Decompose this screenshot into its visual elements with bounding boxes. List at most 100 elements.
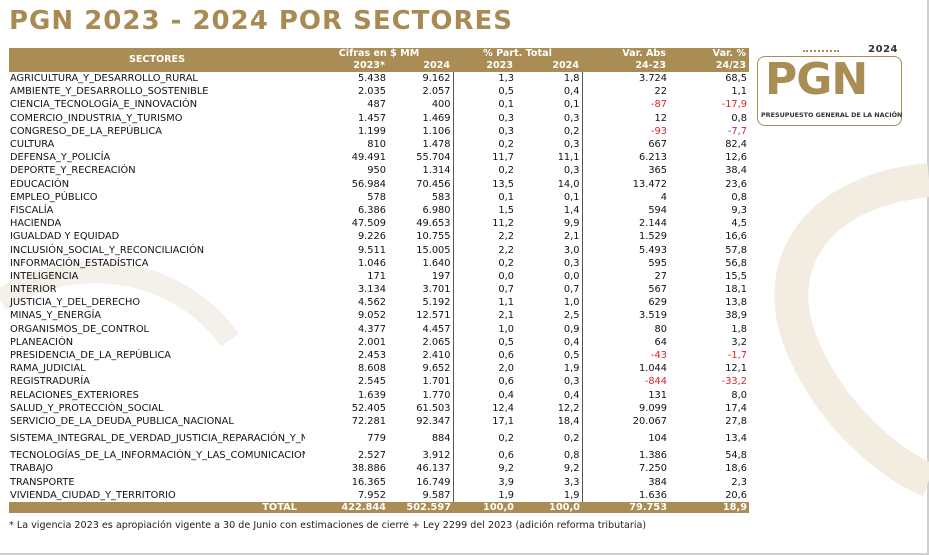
header-part: % Part. Total	[453, 48, 583, 60]
cifra-2024: 10.755	[388, 230, 454, 244]
var-abs: 567	[648, 284, 668, 296]
part-2024: 0,3	[516, 137, 583, 152]
table-row: FISCALÍA 6.386 6.980 1,5 1,4 594 9,3	[9, 203, 749, 218]
cifra-2024: 12.571	[388, 309, 454, 323]
part-2024: 0,1	[516, 98, 583, 112]
var-pct: 9,3	[731, 204, 748, 216]
part-2024: 1,8	[516, 72, 583, 86]
cifra-2023: 5.438	[357, 73, 386, 85]
cifra-2024: 92.347	[388, 414, 454, 429]
part-2024: 14,0	[516, 177, 583, 191]
table-row: TRABAJO 38.886 46.137 9,2 9,2 7.250 18,6	[9, 462, 749, 476]
logo-subtitle: PRESUPUESTO GENERAL DE LA NACIÓN	[761, 111, 903, 119]
cifra-2024: 1.478	[388, 137, 454, 152]
part-2023: 0,2	[498, 139, 515, 151]
table-row: REGISTRADURÍA 2.545 1.701 0,6 0,3 -844 -33,2	[9, 375, 749, 389]
cifra-2023: 56.984	[351, 178, 386, 190]
cifra-2023: 4.377	[357, 323, 386, 335]
cifra-2024: 583	[388, 190, 454, 204]
var-pct: 1,8	[731, 323, 748, 335]
footnote: * La vigencia 2023 es apropiación vigent…	[9, 520, 647, 531]
part-2024: 3,0	[516, 243, 583, 257]
table-row: INTELIGENCIA 171 197 0,0 0,0 27 15,5	[9, 269, 749, 283]
part-2024: 0,9	[516, 322, 583, 336]
table-row: CONGRESO_DE_LA_REPÚBLICA 1.199 1.106 0,3 0,2…	[9, 124, 749, 138]
table-row: EDUCACIÓN 56.984 70.456 13,5 14,0 13.472 23,6	[9, 177, 749, 191]
cifra-2024: 70.456	[388, 177, 454, 191]
sector-name: CIENCIA_TECNOLOGÍA_E_INNOVACIÓN	[10, 99, 198, 111]
header-var-abs: Var. Abs	[582, 48, 670, 60]
header-period-abs: 24-23	[582, 60, 670, 72]
part-2023: 0,2	[498, 257, 515, 269]
sector-name: HACIENDA	[10, 218, 62, 230]
cifra-2024: 55.704	[388, 151, 454, 165]
part-2024: 0,5	[516, 348, 583, 363]
var-pct: 12,1	[725, 363, 748, 375]
sector-name: AGRICULTURA_Y_DESARROLLO_RURAL	[10, 73, 198, 85]
part-2024: 0,7	[516, 283, 583, 297]
var-abs: 27	[654, 270, 668, 282]
var-pct: 13,8	[725, 297, 748, 309]
var-pct: 15,5	[725, 270, 748, 282]
logo-frame	[757, 56, 902, 126]
part-2024: 0,3	[516, 375, 583, 389]
logo-dots	[803, 50, 839, 52]
sector-name: CULTURA	[10, 139, 55, 151]
var-abs: 3.724	[638, 73, 668, 85]
part-2024: 3,3	[516, 475, 583, 489]
part-2023: 0,2	[498, 433, 515, 445]
var-abs: 6.213	[638, 152, 668, 164]
var-abs: 629	[648, 297, 668, 309]
part-2024: 0,3	[516, 111, 583, 125]
var-abs: -844	[644, 376, 668, 388]
sector-name: EMPLEO_PÚBLICO	[10, 191, 98, 203]
cifra-2023: 1.457	[357, 112, 386, 124]
sector-name: SISTEMA_INTEGRAL_DE_VERDAD_JUSTICIA_REPA…	[10, 432, 305, 444]
part-2024: 0,1	[516, 190, 583, 204]
header-sectores: SECTORES	[9, 48, 305, 72]
part-2024: 2,1	[516, 230, 583, 244]
cifra-2024: 1.106	[388, 124, 454, 138]
part-2024: 9,9	[516, 217, 583, 231]
sector-name: SERVICIO_DE_LA_DEUDA_PUBLICA_NACIONAL	[10, 415, 234, 427]
cifra-2023: 9.226	[357, 231, 386, 243]
cifra-2023: 8.608	[357, 363, 386, 375]
part-2023: 11,7	[492, 152, 515, 164]
header-var-pct: Var. %	[669, 48, 750, 60]
part-2023: 3,9	[498, 476, 515, 488]
part-2024: 0,4	[516, 335, 583, 349]
var-abs: -43	[651, 350, 668, 362]
total-2023: 422.844	[305, 501, 388, 513]
var-abs: 3.519	[638, 310, 668, 322]
var-pct: 54,8	[725, 450, 748, 462]
total-label: TOTAL	[9, 501, 305, 513]
cifra-2024: 5.192	[388, 296, 454, 310]
part-2024: 1,4	[516, 203, 583, 218]
table-row: SISTEMA_INTEGRAL_DE_VERDAD_JUSTICIA_REPA…	[9, 428, 749, 450]
cifra-2023: 4.562	[357, 297, 386, 309]
table-row: RELACIONES_EXTERIORES 1.639 1.770 0,4 0,4 131…	[9, 388, 749, 402]
var-pct: 27,8	[725, 415, 748, 427]
var-abs: 594	[648, 204, 668, 216]
cifra-2023: 16.365	[351, 476, 386, 488]
cifra-2023: 2.527	[357, 450, 386, 462]
var-pct: 82,4	[725, 139, 748, 151]
var-abs: 1.044	[638, 363, 668, 375]
part-2023: 9,2	[498, 463, 515, 475]
total-part-2023: 100,0	[453, 501, 517, 513]
cifra-2024: 61.503	[388, 401, 454, 415]
table-row: EMPLEO_PÚBLICO 578 583 0,1 0,1 4 0,8	[9, 190, 749, 204]
sector-name: RELACIONES_EXTERIORES	[10, 389, 139, 401]
var-abs: 384	[648, 476, 668, 488]
part-2023: 0,6	[498, 450, 515, 462]
table-row: IGUALDAD Y EQUIDAD 9.226 10.755 2,2 2,1 1.529…	[9, 230, 749, 244]
part-2024: 9,2	[516, 462, 583, 476]
header-part-2024: 2024	[516, 60, 583, 72]
part-2023: 11,2	[492, 218, 515, 230]
cifra-2023: 578	[367, 191, 386, 203]
var-abs: 595	[648, 257, 668, 269]
var-abs: 1.636	[638, 489, 668, 501]
var-pct: 13,4	[725, 433, 748, 445]
var-abs: 64	[654, 336, 668, 348]
part-2023: 0,1	[498, 99, 515, 111]
